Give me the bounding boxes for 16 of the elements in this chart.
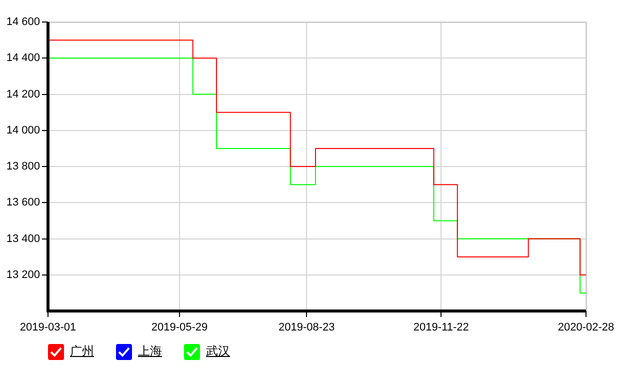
y-tick-label: 14 400 [6, 52, 40, 64]
y-tick-label: 13 200 [6, 268, 40, 281]
y-tick-label: 14 000 [6, 124, 40, 136]
x-tick-label: 2019-11-22 [413, 322, 469, 334]
legend-label: 广州 [70, 343, 94, 360]
x-tick-label: 2019-05-29 [151, 322, 208, 334]
y-tick-label: 13 600 [6, 196, 40, 209]
y-tick-label: 14 200 [6, 88, 40, 100]
x-tick-label: 2019-03-01 [20, 322, 76, 334]
legend-label: 武汉 [206, 343, 230, 360]
legend-label: 上海 [138, 343, 162, 360]
x-tick-label: 2019-08-23 [278, 322, 335, 334]
y-tick-label: 13 800 [6, 160, 40, 173]
x-tick-label: 2020-02-28 [558, 322, 614, 334]
y-tick-label: 13 400 [6, 232, 40, 245]
y-tick-label: 14 600 [6, 16, 40, 28]
